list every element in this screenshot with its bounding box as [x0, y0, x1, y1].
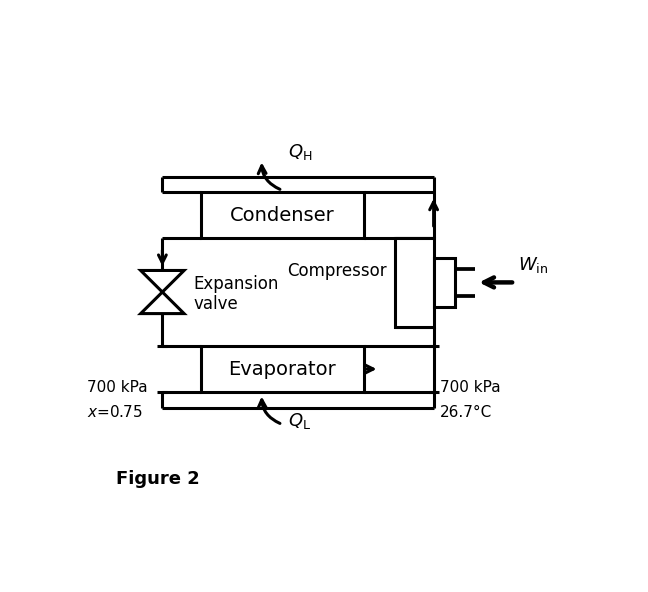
- Bar: [395, 238, 434, 327]
- Text: $x$=0.75: $x$=0.75: [87, 404, 143, 420]
- Text: Evaporator: Evaporator: [229, 359, 336, 378]
- Text: 700 kPa: 700 kPa: [87, 380, 148, 395]
- Text: $\mathit{Q}_{\mathrm{L}}$: $\mathit{Q}_{\mathrm{L}}$: [288, 411, 311, 432]
- Text: valve: valve: [193, 295, 238, 313]
- Text: Condenser: Condenser: [230, 205, 335, 224]
- Bar: [201, 192, 364, 238]
- Polygon shape: [141, 292, 184, 314]
- Text: $\mathit{Q}_{\mathrm{H}}$: $\mathit{Q}_{\mathrm{H}}$: [288, 142, 312, 162]
- Bar: [201, 346, 364, 392]
- Text: $\mathit{W}_{\mathrm{in}}$: $\mathit{W}_{\mathrm{in}}$: [518, 256, 548, 275]
- Text: Compressor: Compressor: [288, 262, 387, 280]
- Text: Expansion: Expansion: [193, 275, 279, 293]
- Text: 700 kPa: 700 kPa: [440, 380, 500, 395]
- Text: Figure 2: Figure 2: [116, 470, 200, 488]
- Polygon shape: [141, 271, 184, 292]
- Text: 26.7°C: 26.7°C: [440, 405, 492, 420]
- Bar: [434, 258, 456, 307]
